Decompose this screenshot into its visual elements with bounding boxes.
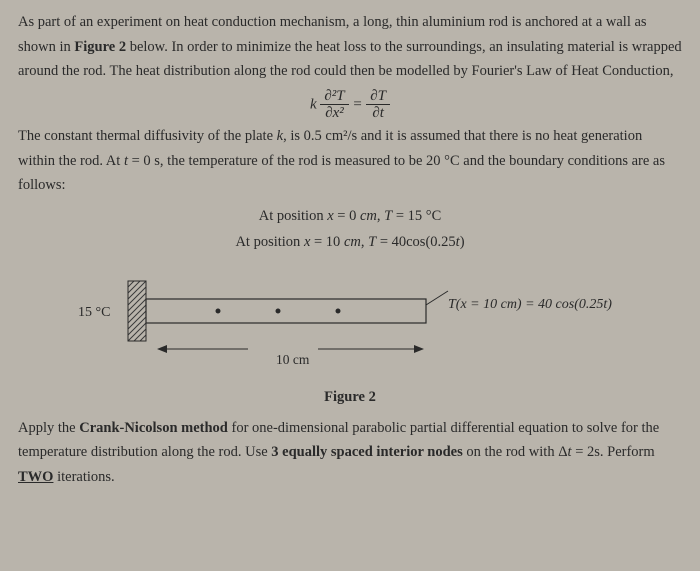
var-T: T <box>384 208 392 224</box>
eq-k: k <box>310 96 317 112</box>
eq-equals: = <box>352 96 366 112</box>
text: = 40cos(0.25 <box>376 234 455 250</box>
text: The constant thermal diffusivity of the … <box>18 128 277 144</box>
figure-dimension-label: 10 cm <box>276 349 309 372</box>
rod <box>146 299 426 323</box>
node-2 <box>276 309 281 314</box>
paragraph-intro: As part of an experiment on heat conduct… <box>18 10 682 84</box>
eq-rhs-num: ∂T <box>366 88 390 106</box>
eq-lhs-den: ∂x² <box>320 105 348 122</box>
nodes-spec: 3 equally spaced interior nodes <box>271 444 462 460</box>
var-T: T <box>368 234 376 250</box>
eq-lhs-frac: ∂²T ∂x² <box>320 88 348 122</box>
paragraph-constants: The constant thermal diffusivity of the … <box>18 124 682 198</box>
figure-diagram: 15 °C T(x = 10 cm) = 40 cos(0.25t) <box>18 263 682 383</box>
node-1 <box>216 309 221 314</box>
eq-lhs-num: ∂²T <box>320 88 348 106</box>
text: = 0 <box>334 208 360 224</box>
text: Apply the <box>18 420 79 436</box>
text: = 10 <box>310 234 344 250</box>
eq-rhs-den: ∂t <box>366 105 390 122</box>
eq-rhs-frac: ∂T ∂t <box>366 88 390 122</box>
unit-cm: cm <box>360 208 377 224</box>
equation-fourier: k ∂²T ∂x² = ∂T ∂t <box>18 88 682 122</box>
figure-caption: Figure 2 <box>18 385 682 410</box>
method-name: Crank-Nicolson method <box>79 420 228 436</box>
text: ) <box>460 234 465 250</box>
node-3 <box>336 309 341 314</box>
figure-label-right: T(x = 10 cm) = 40 cos(0.25t) <box>448 293 612 317</box>
leader-line <box>426 291 448 305</box>
page: As part of an experiment on heat conduct… <box>0 0 700 504</box>
iter-count: TWO <box>18 469 53 485</box>
text: At position <box>235 234 303 250</box>
bc-1: At position x = 0 cm, T = 15 °C <box>18 204 682 229</box>
text: iterations. <box>53 469 114 485</box>
figure-label-left: 15 °C <box>78 301 110 325</box>
bc-2: At position x = 10 cm, T = 40cos(0.25t) <box>18 230 682 255</box>
paragraph-task: Apply the Crank-Nicolson method for one-… <box>18 416 682 490</box>
figure-ref: Figure 2 <box>74 39 126 55</box>
text: At position <box>259 208 327 224</box>
text: = 2s. Perform <box>572 444 655 460</box>
unit-cm: cm <box>344 234 361 250</box>
wall <box>128 281 146 341</box>
text: on the rod with Δ <box>463 444 568 460</box>
text: = 15 °C <box>392 208 441 224</box>
boundary-conditions: At position x = 0 cm, T = 15 °C At posit… <box>18 204 682 255</box>
